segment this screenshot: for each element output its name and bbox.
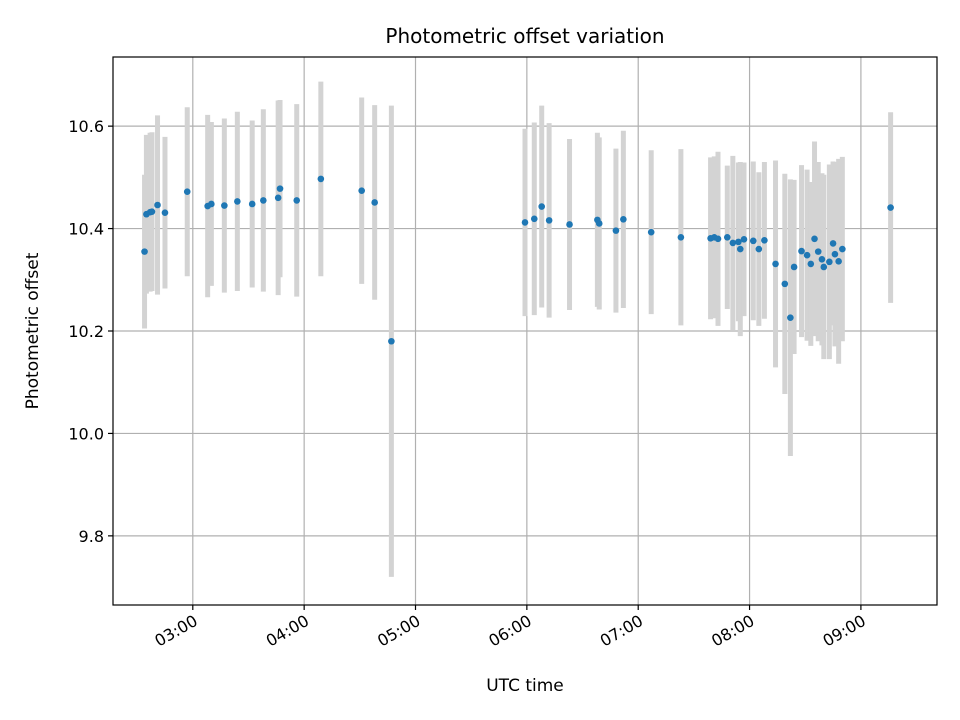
y-axis-label: Photometric offset (23, 252, 43, 409)
data-point (803, 251, 811, 259)
data-point (208, 200, 215, 208)
data-point (735, 238, 742, 246)
y-tick-label: 10.6 (68, 117, 104, 136)
data-point (183, 188, 191, 195)
data-point (761, 237, 768, 244)
data-point (814, 248, 822, 255)
data-point (221, 202, 228, 209)
data-point (620, 216, 627, 223)
data-point (887, 204, 894, 211)
data-point (798, 247, 805, 255)
chart-title: Photometric offset variation (385, 24, 664, 48)
data-point (530, 215, 538, 223)
data-point (274, 194, 282, 202)
data-point (740, 236, 748, 243)
data-point (260, 197, 267, 204)
data-point (811, 235, 818, 243)
data-point (829, 240, 837, 247)
data-point (736, 245, 744, 253)
data-point (787, 314, 794, 321)
data-point (647, 228, 655, 236)
data-point (835, 258, 842, 265)
data-point (831, 250, 839, 258)
data-point (248, 200, 256, 208)
data-point (154, 201, 161, 209)
data-point (818, 255, 826, 263)
x-axis-label: UTC time (486, 676, 564, 696)
data-point (790, 263, 798, 271)
data-point (566, 221, 573, 228)
y-tick-label: 10.4 (68, 220, 104, 239)
data-point (595, 220, 603, 227)
data-point (820, 263, 828, 271)
data-point (141, 248, 148, 255)
data-point (234, 198, 241, 205)
data-point (723, 233, 731, 241)
data-point (714, 235, 722, 243)
data-point (545, 217, 553, 224)
data-point (839, 245, 846, 253)
data-point (161, 209, 169, 216)
data-points (141, 175, 894, 345)
y-tick-label: 10.2 (68, 322, 104, 341)
data-point (358, 187, 365, 194)
data-point (826, 258, 833, 266)
data-point (293, 197, 301, 204)
data-point (276, 185, 284, 192)
y-axis-ticks: 9.8 10.0 10.2 10.4 10.6 (68, 117, 113, 546)
data-point (317, 175, 325, 183)
data-point (781, 280, 789, 288)
data-point (807, 260, 815, 268)
data-point (388, 337, 395, 345)
data-point (677, 233, 685, 241)
data-point (521, 219, 529, 226)
data-point (755, 245, 763, 253)
y-tick-label: 9.8 (79, 527, 104, 546)
data-point (772, 260, 779, 268)
data-point (729, 239, 737, 247)
data-point (538, 203, 546, 210)
y-tick-label: 10.0 (68, 424, 104, 443)
data-point (371, 199, 378, 206)
data-point (148, 208, 156, 215)
data-point (749, 237, 757, 245)
data-point (612, 227, 620, 234)
